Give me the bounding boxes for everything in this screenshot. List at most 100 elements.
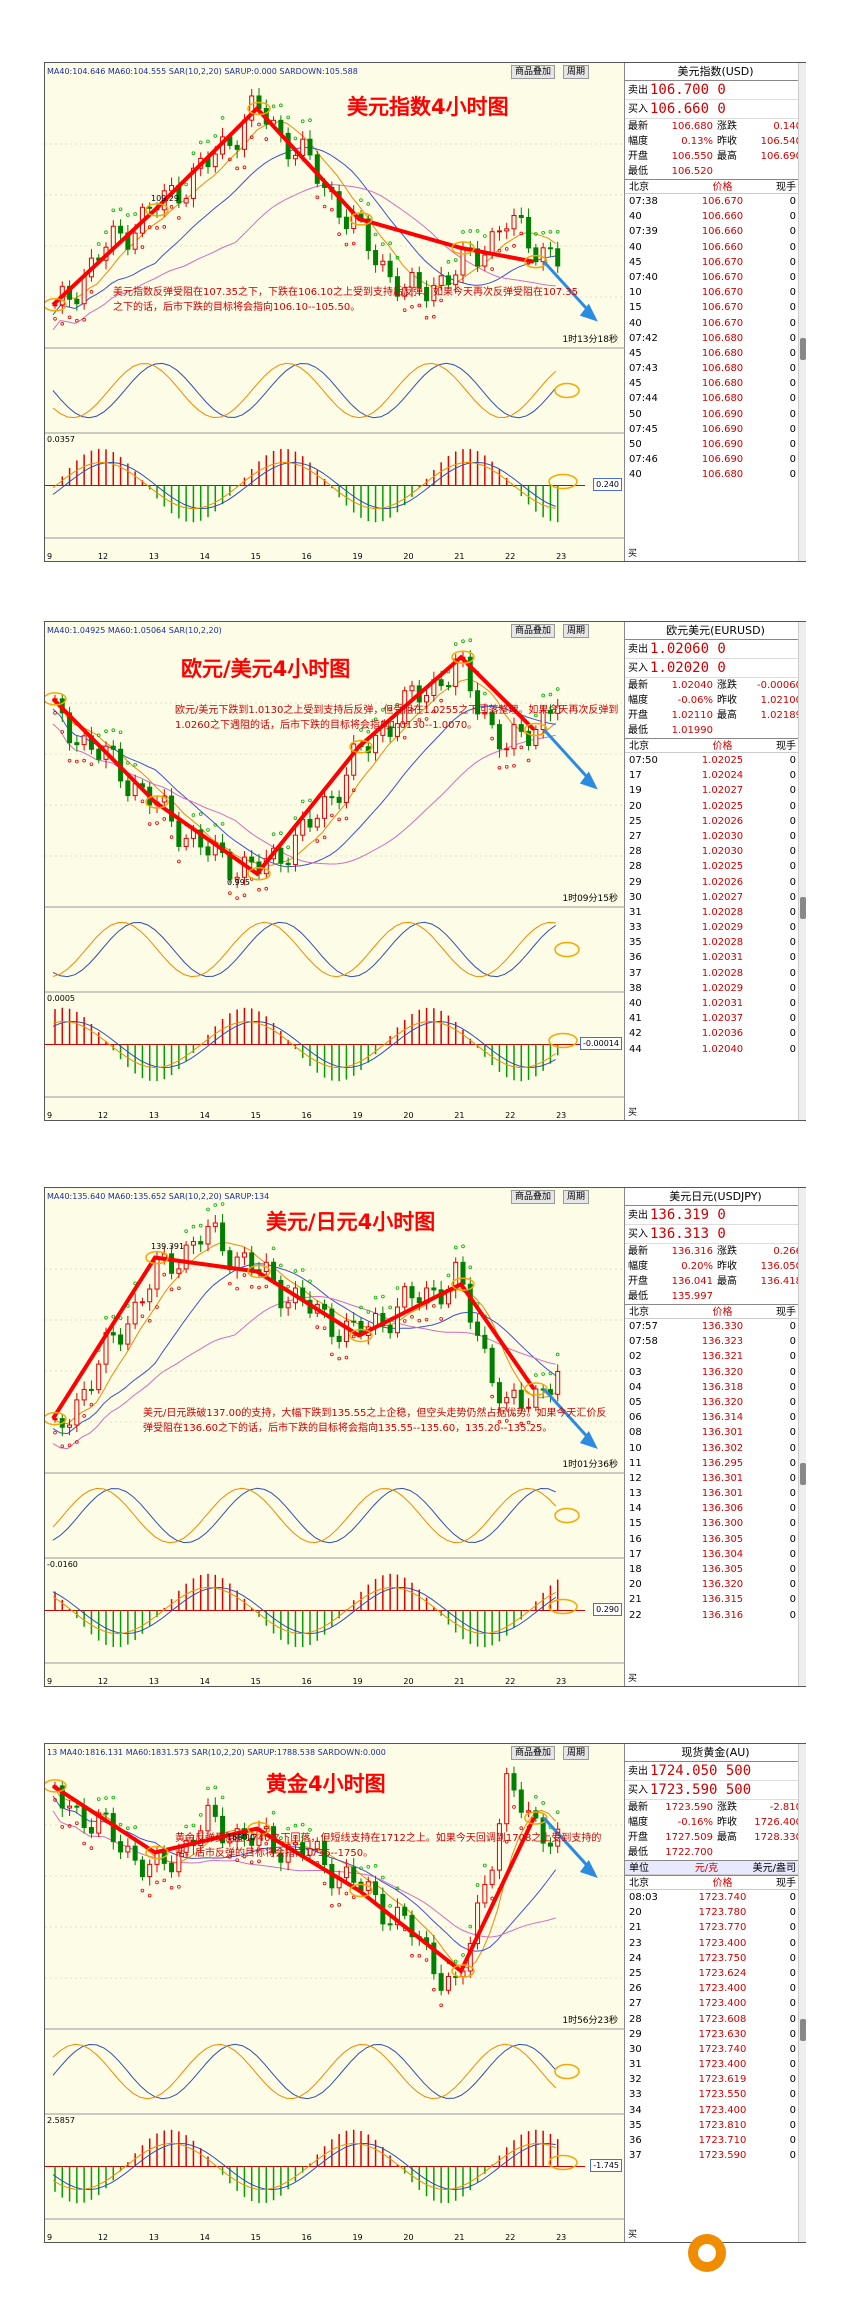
overlay-button[interactable]: 商品叠加 [511,1190,556,1204]
candle [205,1804,211,1832]
sar-dot [60,1825,65,1829]
tick-row: 23 1723.400 0 [629,1937,796,1949]
oscillator-line [52,921,556,978]
candle [343,1866,349,1879]
analysis-note: 欧元/美元下跌到1.0130之上受到支持后反弹，但受阻在1.0255之下回落整理… [175,705,619,731]
sar-dot [75,1821,79,1825]
candle [154,1257,160,1290]
macd-line [52,1020,556,1069]
indicator-legend: MA40:104.646 MA60:104.555 SAR(10,2,20) S… [47,67,358,76]
sar-dot [344,1355,349,1360]
sar-dot [60,730,65,734]
candle [88,1827,94,1834]
sar-dot [198,812,203,816]
tick-row: 07:42 106.680 0 [629,332,796,344]
sar-dot [293,816,298,820]
candlestick-chart-gold[interactable]: 13 MA40:1816.131 MA60:1831.573 SAR(10,2,… [45,1744,625,2242]
candle [88,1388,94,1391]
tick-row: 40 106.660 0 [629,211,796,223]
x-axis-label: 22 [505,2233,516,2242]
tick-row: 24 1723.750 0 [629,1952,796,1964]
candle [424,286,430,302]
quote-footer: 买 [628,1108,638,1118]
highlight-ellipse [349,1883,373,1898]
overlay-button[interactable]: 商品叠加 [511,1746,556,1760]
sar-dot [359,728,363,732]
sar-dot [381,1294,385,1299]
macd-value-label: 0.0357 [47,435,75,444]
x-axis-label: 9 [47,552,53,561]
scrollbar-thumb[interactable] [800,2019,806,2041]
period-button[interactable]: 周期 [563,65,590,79]
trend-arrow-line [51,1784,536,1975]
sar-dot [300,799,305,804]
candle [118,1841,124,1853]
overlay-button[interactable]: 商品叠加 [511,624,556,638]
scrollbar[interactable] [798,622,806,1120]
candle [139,1301,145,1304]
buy-price: 136.313 0 [650,1226,726,1242]
period-button[interactable]: 周期 [563,624,590,638]
candle [533,1810,539,1819]
sar-dot [104,1796,108,1800]
sar-dot [242,893,247,898]
tick-row: 44 1.02040 0 [629,1043,796,1055]
candle [292,1842,298,1846]
quote-title: 欧元美元(EURUSD) [625,622,806,640]
highlight-ellipse [349,739,373,754]
sar-dot [89,1846,94,1850]
candlestick-chart-usd[interactable]: MA40:104.646 MA60:104.555 SAR(10,2,20) S… [45,63,625,561]
sell-price: 136.319 0 [650,1207,726,1223]
sar-dot [410,1314,414,1319]
stat-row: 幅度 0.20% 昨收 136.050 [628,1261,802,1272]
x-axis-label: 15 [250,1111,261,1120]
candle [402,287,408,297]
tick-row: 08 136.301 0 [629,1427,796,1439]
x-axis-label: 20 [403,552,414,561]
sar-dot [337,1356,341,1361]
scrollbar-thumb[interactable] [800,1463,806,1485]
scrollbar-thumb[interactable] [800,897,806,919]
candle [241,1252,247,1258]
stat-row: 最低 1722.700 [628,1847,713,1858]
candle [533,729,539,746]
candlestick-chart-jpy[interactable]: MA40:135.640 MA60:135.652 SAR(10,2,20) S… [45,1188,625,1686]
period-button[interactable]: 周期 [563,1190,590,1204]
sar-dot [228,1855,232,1859]
x-axis-label: 19 [352,1677,363,1686]
sar-dot [271,832,276,837]
sar-dot [300,1268,305,1272]
sar-dot [497,765,502,770]
sar-dot [67,758,72,763]
sar-dot [534,232,538,236]
highlight-ellipse [548,1032,578,1049]
candle [249,1838,255,1846]
sar-dot [169,1885,174,1890]
sar-dot [483,234,487,238]
x-axis-label: 12 [97,1677,109,1686]
candle [540,1817,546,1844]
candle [460,247,466,276]
scrollbar[interactable] [798,1744,806,2242]
candle [373,734,379,754]
chart-title: 黄金4小时图 [266,1772,386,1796]
scrollbar[interactable] [798,63,806,561]
unit-row[interactable]: 单位 元/克 美元/盎司 [625,1860,806,1875]
countdown-timer: 1时13分18秒 [562,332,618,345]
candle [518,215,524,218]
overlay-button[interactable]: 商品叠加 [511,65,556,79]
period-button[interactable]: 周期 [563,1746,590,1760]
candle [526,216,532,249]
scrollbar-thumb[interactable] [800,338,806,360]
tick-row: 10 106.670 0 [629,287,796,299]
countdown-timer: 1时09分15秒 [562,891,618,904]
sar-dot [351,1895,356,1900]
sar-dot [140,245,145,249]
candle [387,1324,393,1334]
sar-dot [351,241,356,246]
candlestick-chart-eur[interactable]: MA40:1.04925 MA60:1.05064 SAR(10,2,20) 商品… [45,622,625,1120]
sell-price: 1.02060 0 [650,641,726,657]
candle [300,138,306,156]
scrollbar[interactable] [798,1188,806,1686]
sar-dot [337,817,341,822]
